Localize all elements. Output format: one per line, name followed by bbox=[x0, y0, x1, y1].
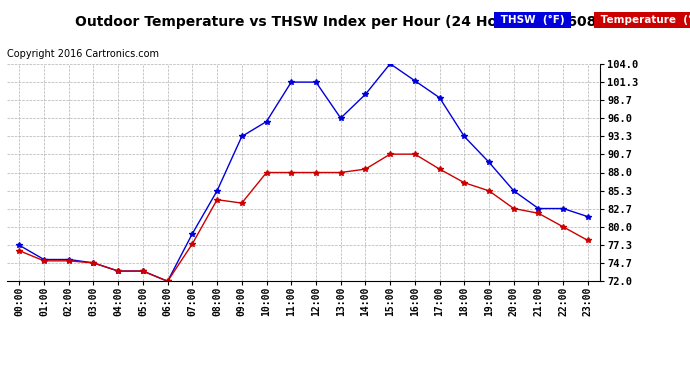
Text: THSW  (°F): THSW (°F) bbox=[497, 15, 568, 25]
Text: Outdoor Temperature vs THSW Index per Hour (24 Hours)  20160811: Outdoor Temperature vs THSW Index per Ho… bbox=[75, 15, 615, 29]
Text: Temperature  (°F): Temperature (°F) bbox=[597, 15, 690, 25]
Text: Copyright 2016 Cartronics.com: Copyright 2016 Cartronics.com bbox=[7, 49, 159, 59]
